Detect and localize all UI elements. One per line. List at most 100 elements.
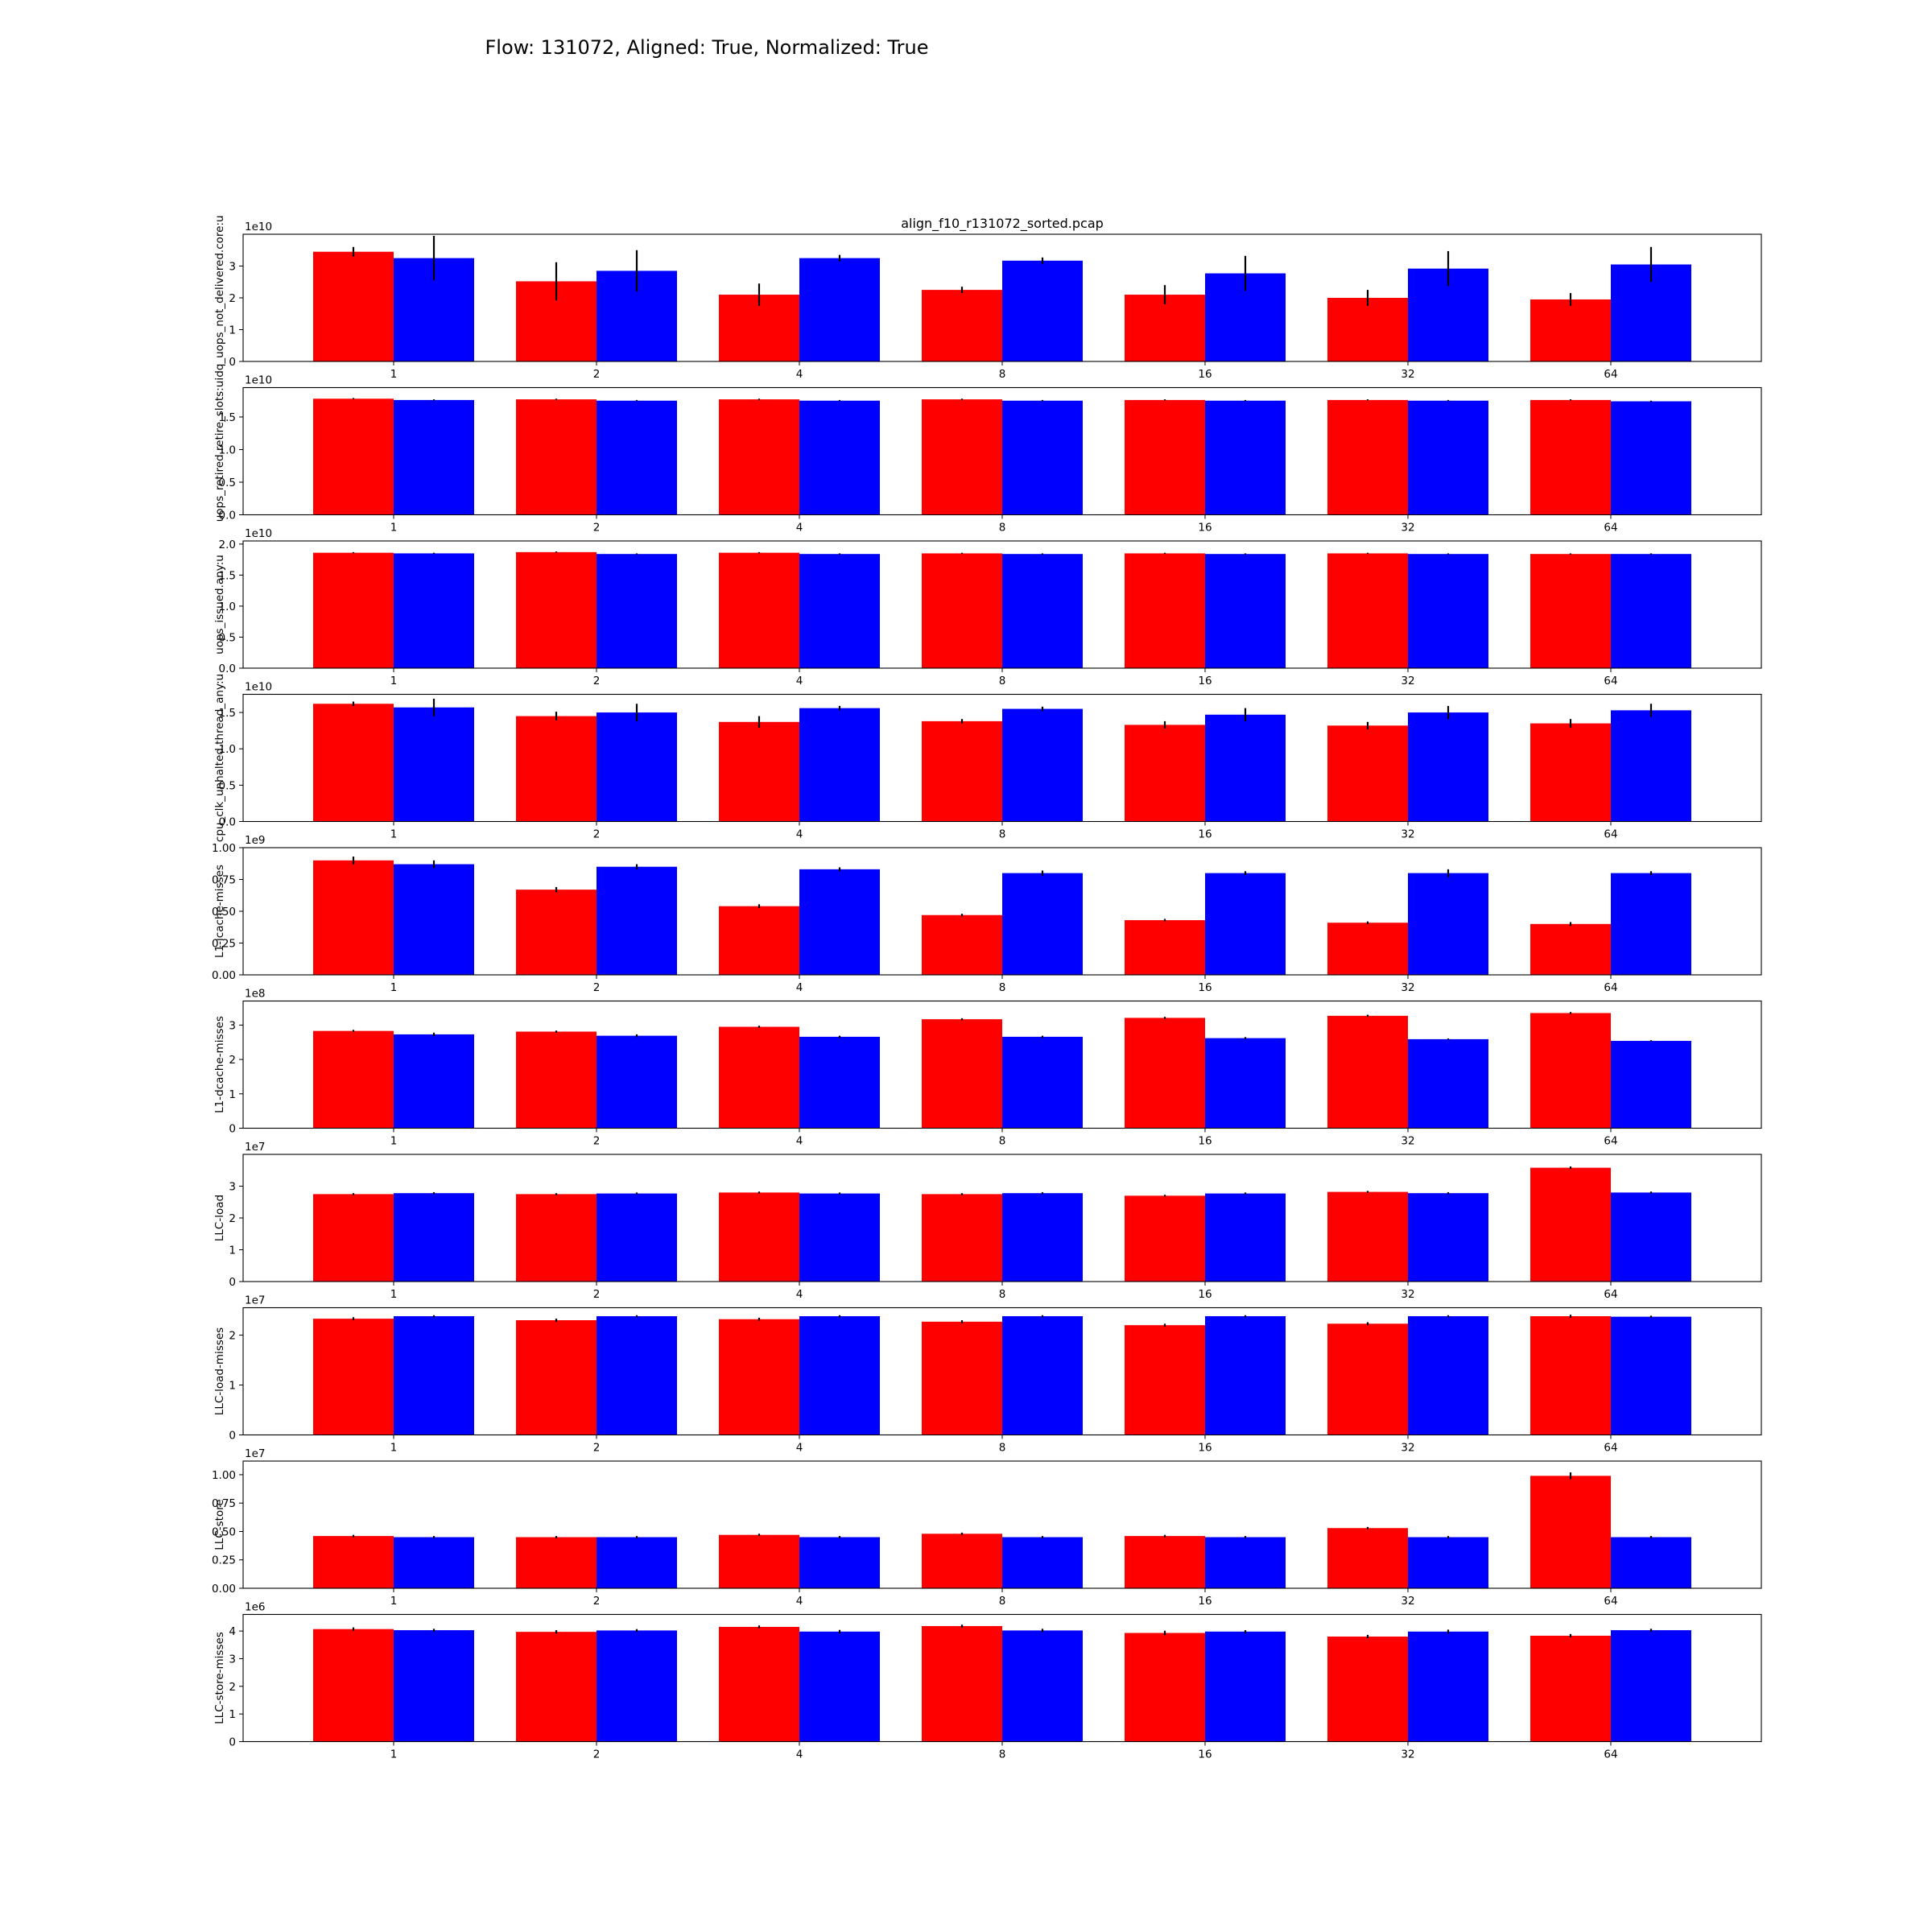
xtick-label: 4 xyxy=(796,675,803,687)
ytick-label: 2 xyxy=(229,1330,236,1343)
bar-s1-16 xyxy=(1125,295,1205,361)
y-exponent-label: 1e7 xyxy=(245,1294,265,1307)
bar-s2-8 xyxy=(1002,400,1083,515)
ytick-label: 1.0 xyxy=(219,444,236,456)
bar-s1-4 xyxy=(719,721,799,822)
bar-s1-4 xyxy=(719,1534,799,1588)
bar-s2-1 xyxy=(394,553,474,668)
bar-s1-4 xyxy=(719,552,799,668)
bar-s1-2 xyxy=(516,1632,597,1742)
ytick-label: 0.50 xyxy=(212,906,236,919)
ytick-label: 0.75 xyxy=(212,1497,236,1510)
xtick-label: 32 xyxy=(1401,675,1414,687)
xtick-label: 64 xyxy=(1604,1442,1617,1455)
bar-s2-64 xyxy=(1611,1041,1691,1129)
xtick-label: 2 xyxy=(593,1135,601,1148)
xtick-label: 32 xyxy=(1401,1442,1414,1455)
bar-s2-2 xyxy=(597,554,677,668)
xtick-label: 64 xyxy=(1604,1595,1617,1608)
bar-s2-1 xyxy=(394,1193,474,1282)
bar-s2-2 xyxy=(597,400,677,515)
xtick-label: 64 xyxy=(1604,368,1617,381)
bar-s1-4 xyxy=(719,1319,799,1435)
ytick-label: 0.25 xyxy=(212,938,236,951)
bar-s1-2 xyxy=(516,890,597,975)
y-axis-label: uops_retired.retire_slots:u xyxy=(213,381,226,522)
bar-s2-1 xyxy=(394,399,474,515)
ytick-label: 1.00 xyxy=(212,1469,236,1482)
subplot-5: 1 2 4 8 16 32 64 0.00 0.25 0.50 0.75 1.00 1e9 L1-icac… xyxy=(212,834,1762,994)
bar-s1-32 xyxy=(1327,1015,1408,1129)
bar-s1-32 xyxy=(1327,1636,1408,1742)
xtick-label: 8 xyxy=(999,368,1006,381)
y-axis-label: cpu_clk_unhalted.thread_any:u xyxy=(213,674,226,842)
subplot-7: 1 2 4 8 16 32 64 0 1 2 3 1e7 LLC-load xyxy=(213,1141,1762,1301)
ytick-label: 1 xyxy=(229,324,236,337)
ytick-label: 3 xyxy=(229,1181,236,1194)
ytick-label: 1.0 xyxy=(219,743,236,756)
xtick-label: 16 xyxy=(1198,1748,1212,1761)
bar-s1-2 xyxy=(516,716,597,822)
bar-s1-64 xyxy=(1530,554,1611,668)
bar-s1-1 xyxy=(313,704,394,822)
ytick-label: 1 xyxy=(229,1708,236,1721)
bar-s1-8 xyxy=(922,399,1002,515)
ytick-label: 3 xyxy=(229,261,236,274)
bar-s2-32 xyxy=(1408,873,1488,975)
ytick-label: 0.00 xyxy=(212,969,236,982)
bar-s2-8 xyxy=(1002,554,1083,668)
xtick-label: 8 xyxy=(999,1442,1006,1455)
bar-s2-2 xyxy=(597,1193,677,1282)
ytick-label: 1.5 xyxy=(219,707,236,720)
bar-s2-2 xyxy=(597,1537,677,1588)
bar-s2-2 xyxy=(597,1035,677,1129)
bar-s1-64 xyxy=(1530,723,1611,822)
ytick-label: 2 xyxy=(229,1054,236,1067)
bar-s1-1 xyxy=(313,1194,394,1282)
ytick-label: 4 xyxy=(229,1625,236,1638)
bar-s1-16 xyxy=(1125,1536,1205,1588)
xtick-label: 2 xyxy=(593,1442,601,1455)
bar-s1-1 xyxy=(313,1319,394,1435)
bar-s2-32 xyxy=(1408,400,1488,515)
xtick-label: 1 xyxy=(390,522,398,535)
bar-s1-1 xyxy=(313,251,394,361)
bar-s1-64 xyxy=(1530,1476,1611,1588)
ytick-label: 2 xyxy=(229,1681,236,1694)
bar-s1-8 xyxy=(922,1194,1002,1282)
bar-s1-2 xyxy=(516,1194,597,1282)
bar-s2-4 xyxy=(799,258,880,361)
xtick-label: 64 xyxy=(1604,522,1617,535)
ytick-label: 0.25 xyxy=(212,1554,236,1567)
ytick-label: 1.5 xyxy=(219,569,236,582)
bar-s2-2 xyxy=(597,1316,677,1435)
ytick-label: 0.75 xyxy=(212,874,236,887)
xtick-label: 32 xyxy=(1401,981,1414,994)
subplot-6: 1 2 4 8 16 32 64 0 1 2 3 1e8 L1-dcache-misses xyxy=(213,988,1762,1148)
y-axis-label: LLC-load xyxy=(213,1195,226,1241)
ytick-label: 0.5 xyxy=(219,631,236,644)
bar-s1-64 xyxy=(1530,1316,1611,1435)
bar-s1-1 xyxy=(313,1030,394,1129)
ytick-label: 2.0 xyxy=(219,539,236,551)
xtick-label: 4 xyxy=(796,1748,803,1761)
bar-s2-4 xyxy=(799,1537,880,1588)
ytick-label: 0.5 xyxy=(219,477,236,489)
bar-s1-4 xyxy=(719,399,799,515)
bar-s1-16 xyxy=(1125,1018,1205,1129)
xtick-label: 64 xyxy=(1604,828,1617,841)
bar-s1-8 xyxy=(922,914,1002,975)
ytick-label: 0 xyxy=(229,1736,236,1749)
xtick-label: 64 xyxy=(1604,1135,1617,1148)
y-exponent-label: 1e7 xyxy=(245,1141,265,1154)
ytick-label: 3 xyxy=(229,1653,236,1666)
xtick-label: 1 xyxy=(390,1595,398,1608)
xtick-label: 4 xyxy=(796,368,803,381)
xtick-label: 2 xyxy=(593,1595,601,1608)
ytick-label: 0 xyxy=(229,356,236,369)
xtick-label: 4 xyxy=(796,522,803,535)
xtick-label: 4 xyxy=(796,1595,803,1608)
ytick-label: 0.0 xyxy=(219,510,236,522)
bar-s1-64 xyxy=(1530,1013,1611,1129)
bar-s2-64 xyxy=(1611,873,1691,975)
